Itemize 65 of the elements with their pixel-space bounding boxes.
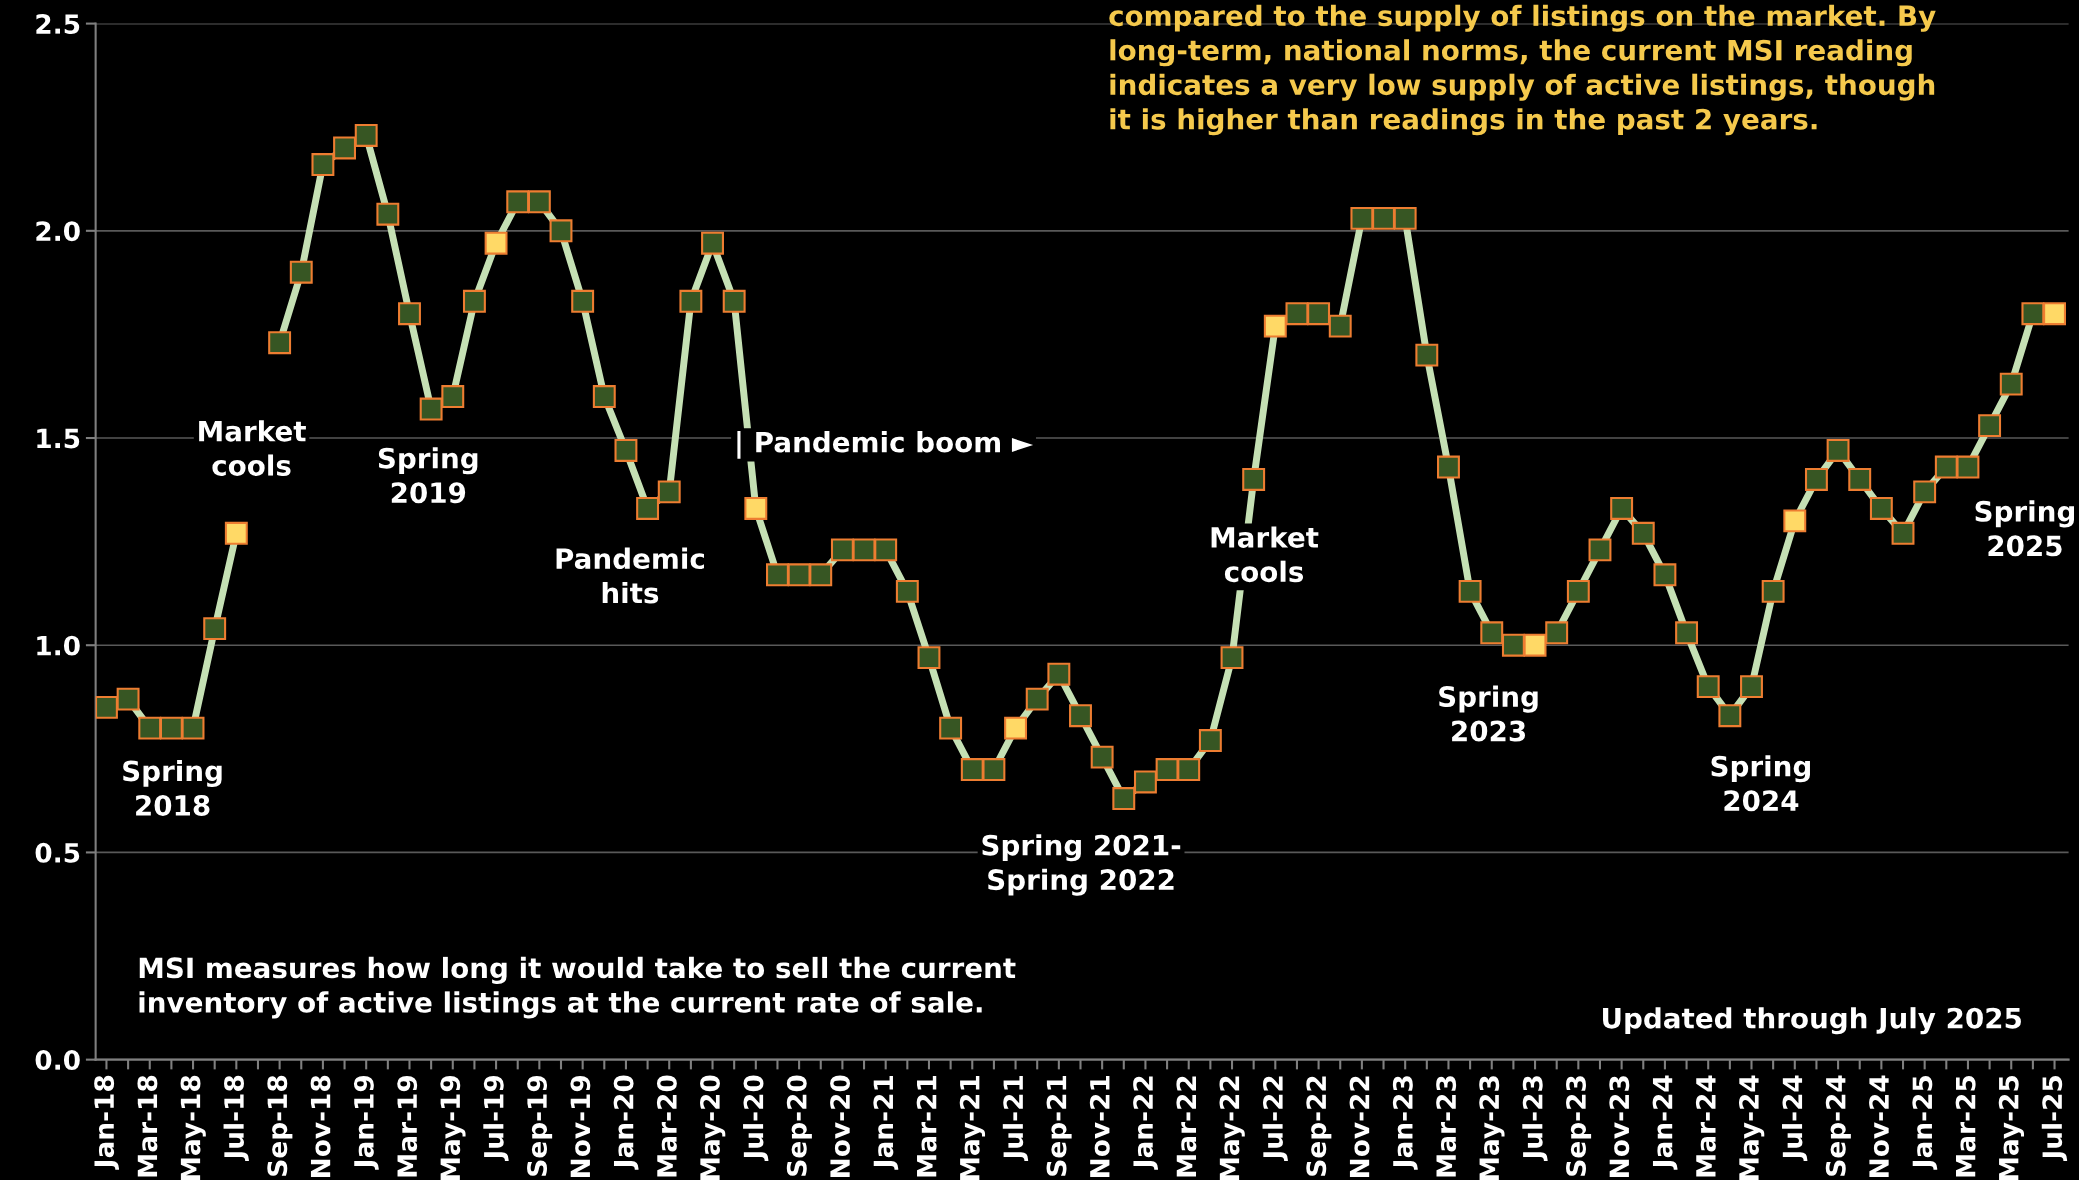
x-tick-label: Nov-19 [570, 1075, 591, 1177]
y-tick-label: 2.5 [36, 14, 80, 34]
x-tick-label: Mar-22 [1176, 1076, 1197, 1177]
x-tick-label: Jan-18 [94, 1075, 120, 1170]
y-tick-label: 2.0 [36, 221, 80, 242]
x-tick-label: Sep-21 [1046, 1076, 1072, 1176]
x-tick-label: Jan-22 [1133, 1076, 1158, 1170]
x-tick-label: Jul-24 [1782, 1075, 1808, 1162]
x-tick-label: May-18 [180, 1075, 206, 1180]
annotation: Pandemic hits [556, 547, 704, 604]
annotation: Market cools [1211, 526, 1319, 583]
x-tick-label: Sep-22 [1306, 1076, 1332, 1176]
x-tick-label: Mar-23 [1436, 1076, 1457, 1177]
x-tick-label: May-25 [1998, 1076, 2025, 1180]
annotation: Spring 2023 [1439, 685, 1538, 742]
x-tick-label: Jan-24 [1652, 1075, 1678, 1170]
x-tick-label: Jul-18 [223, 1075, 249, 1162]
annotation: Spring 2019 [378, 447, 478, 504]
x-tick-label: Nov-22 [1349, 1076, 1370, 1177]
x-tick-label: Nov-24 [1869, 1075, 1890, 1177]
x-tick-label: May-19 [440, 1075, 466, 1180]
x-tick-label: Sep-19 [527, 1075, 553, 1176]
annotation: | Pandemic boom ► [737, 430, 1034, 459]
x-tick-label: Nov-18 [310, 1075, 331, 1177]
x-tick-label: May-20 [700, 1075, 726, 1180]
x-tick-label: Nov-23 [1609, 1076, 1630, 1177]
x-tick-label: May-22 [1219, 1076, 1245, 1180]
x-tick-label: Nov-21 [1089, 1076, 1110, 1177]
x-tick-label: Sep-20 [786, 1075, 812, 1176]
x-tick-label: Jan-25 [1912, 1076, 1938, 1170]
x-tick-label: Jan-19 [353, 1075, 379, 1170]
annotation: Updated through July 2025 [1603, 1007, 2021, 1035]
annotation: Spring 2021- Spring 2022 [982, 834, 1181, 896]
y-tick-label: 0.0 [35, 1050, 80, 1071]
y-tick-label: 1.5 [37, 428, 80, 449]
x-tick-label: May-24 [1738, 1075, 1765, 1180]
annotation: Spring 2025 [1975, 500, 2074, 557]
x-tick-label: May-21 [959, 1076, 986, 1180]
x-tick-label: May-23 [1479, 1076, 1505, 1180]
x-tick-label: Sep-18 [267, 1075, 293, 1176]
x-tick-label: Jan-23 [1392, 1076, 1418, 1170]
x-tick-label: Jul-25 [2041, 1076, 2068, 1162]
x-tick-label: Jul-23 [1522, 1076, 1548, 1162]
x-tick-label: Nov-20 [830, 1075, 851, 1177]
x-tick-label: Jul-20 [743, 1075, 769, 1162]
x-tick-label: Mar-19 [397, 1075, 418, 1177]
x-tick-label: Mar-20 [656, 1075, 677, 1177]
x-tick-label: Jul-21 [1002, 1076, 1029, 1162]
x-tick-label: Jan-21 [873, 1076, 899, 1170]
x-tick-label: Mar-25 [1955, 1076, 1976, 1177]
x-tick-label: Mar-24 [1695, 1075, 1716, 1177]
x-tick-label: Jul-19 [483, 1075, 509, 1162]
y-tick-label: 1.0 [37, 635, 80, 656]
x-tick-label: Jul-22 [1262, 1076, 1288, 1162]
x-tick-label: Mar-21 [916, 1076, 937, 1177]
x-tick-label: Sep-24 [1825, 1075, 1851, 1176]
x-tick-label: Jan-20 [613, 1075, 639, 1170]
x-tick-label: Sep-23 [1566, 1076, 1592, 1176]
y-tick-label: 0.5 [35, 842, 80, 863]
annotation: compared to the supply of listings on the market. By long-term, national norms, the current MSI reading indicates a very low supply of active listings, though it is higher than readings in the past 2 years. [1109, 4, 1936, 136]
x-tick-label: Mar-18 [137, 1075, 158, 1177]
annotation: Spring 2024 [1711, 755, 1810, 812]
annotation: Market cools [199, 420, 306, 476]
annotation: MSI measures how long it would take to sell the current inventory of active listings at the current rate of sale. [139, 956, 1016, 1019]
annotation: Spring 2018 [123, 759, 222, 816]
